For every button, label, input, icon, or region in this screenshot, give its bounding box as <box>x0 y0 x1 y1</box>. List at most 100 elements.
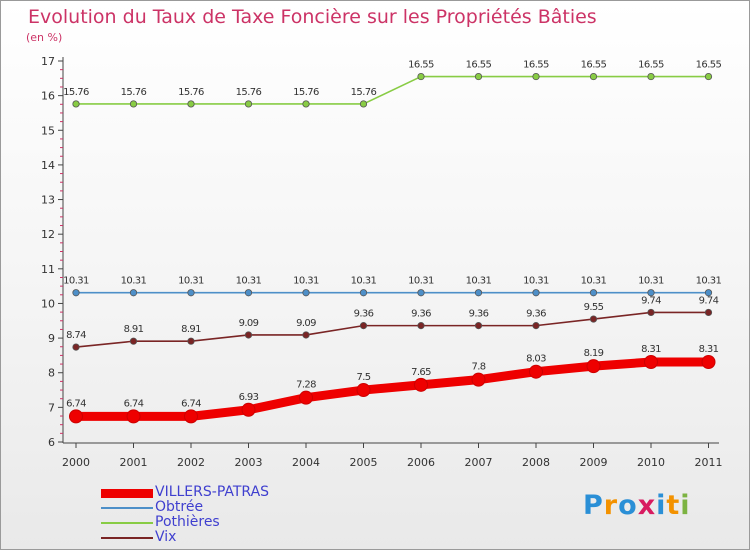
data-point <box>701 354 716 369</box>
data-label: 8.91 <box>181 324 201 335</box>
data-label: 10.31 <box>466 276 492 287</box>
data-label: 15.76 <box>236 87 262 98</box>
data-point <box>302 100 310 108</box>
data-label: 15.76 <box>351 87 377 98</box>
data-label: 9.74 <box>641 295 661 306</box>
data-label: 8.19 <box>584 348 604 359</box>
data-label: 9.55 <box>584 302 604 313</box>
data-point <box>417 289 425 297</box>
data-label: 9.36 <box>354 309 374 320</box>
data-label: 10.31 <box>121 276 147 287</box>
legend-swatch <box>101 488 153 498</box>
data-point <box>417 322 425 330</box>
data-point <box>532 322 540 330</box>
data-label: 9.36 <box>411 309 431 320</box>
x-tick-label: 2007 <box>465 456 493 469</box>
data-point <box>244 100 253 108</box>
data-point <box>474 72 483 81</box>
y-tick-label: 8 <box>48 367 55 380</box>
series-vix: 8.74 8.91 8.91 9.09 9.09 9.36 9.36 9.36 9.36 9.55… <box>66 295 719 351</box>
data-label: 8.31 <box>699 344 719 355</box>
data-label: 9.36 <box>526 309 546 320</box>
data-point <box>359 289 368 297</box>
data-point <box>302 331 310 339</box>
data-label: 6.74 <box>124 398 144 409</box>
data-label: 10.31 <box>63 276 89 287</box>
x-tick-label: 2001 <box>120 456 148 469</box>
data-label: 10.31 <box>523 276 549 287</box>
data-label: 10.31 <box>638 276 664 287</box>
data-label: 16.55 <box>638 60 664 71</box>
x-tick-label: 2000 <box>62 456 90 469</box>
legend-label: Vix <box>155 529 177 545</box>
x-tick-label: 2003 <box>235 456 263 469</box>
data-label: 16.55 <box>523 60 549 71</box>
data-label: 10.31 <box>581 276 607 287</box>
data-point <box>126 409 141 424</box>
data-point <box>72 289 80 297</box>
data-label: 6.93 <box>239 392 259 403</box>
data-label: 10.31 <box>178 276 204 287</box>
data-point <box>474 289 483 297</box>
logo-letter: i <box>656 490 667 521</box>
data-label: 16.55 <box>466 60 492 71</box>
data-point <box>356 383 371 398</box>
data-point <box>471 372 486 387</box>
data-point <box>299 390 313 405</box>
y-tick-label: 6 <box>48 436 55 449</box>
series-line <box>75 75 710 105</box>
data-label: 15.76 <box>63 87 89 98</box>
y-tick-label: 11 <box>41 263 55 276</box>
data-point <box>589 315 598 323</box>
logo-letter: i <box>680 490 691 521</box>
logo-letter: P <box>583 490 604 521</box>
data-point <box>474 322 483 330</box>
data-label: 10.31 <box>351 276 377 287</box>
data-label: 9.36 <box>469 309 489 320</box>
legend-label: Pothières <box>155 514 220 530</box>
data-point <box>417 72 425 81</box>
x-tick-label: 2010 <box>637 456 665 469</box>
data-label: 16.55 <box>581 60 607 71</box>
data-point <box>69 409 83 424</box>
logo-letter: x <box>637 490 657 521</box>
data-label: 7.65 <box>411 367 431 378</box>
data-point <box>241 402 256 417</box>
data-point <box>129 100 138 108</box>
x-tick-label: 2004 <box>292 456 320 469</box>
data-label: 8.31 <box>641 344 661 355</box>
data-label: 6.74 <box>66 398 86 409</box>
data-label: 8.03 <box>526 354 546 365</box>
data-label: 7.28 <box>296 380 316 391</box>
data-label: 9.09 <box>296 318 316 329</box>
data-point <box>187 337 195 345</box>
series-line <box>71 357 713 421</box>
data-label: 16.55 <box>408 60 434 71</box>
logo-letter: o <box>618 490 638 521</box>
series-villers-patras: 6.74 6.74 6.74 6.93 7.28 7.5 7.65 7.8 8.03 8.19 8.… <box>66 344 719 424</box>
data-label: 10.31 <box>293 276 319 287</box>
data-label: 6.74 <box>181 398 201 409</box>
data-label: 9.74 <box>699 295 719 306</box>
y-tick-label: 13 <box>41 194 55 207</box>
data-point <box>359 322 368 330</box>
y-tick-label: 12 <box>41 228 55 241</box>
data-point <box>187 289 195 297</box>
proxiti-logo: Proxiti <box>583 490 691 521</box>
data-label: 15.76 <box>293 87 319 98</box>
data-label: 8.74 <box>66 330 86 341</box>
data-point <box>589 72 598 81</box>
data-point <box>414 377 428 392</box>
legend-swatch <box>101 507 153 509</box>
data-point <box>72 343 80 351</box>
data-point <box>647 72 655 81</box>
data-point <box>184 409 198 424</box>
x-tick-label: 2008 <box>522 456 550 469</box>
chart-title: Evolution du Taux de Taxe Foncière sur l… <box>28 6 597 28</box>
legend-swatch <box>101 522 153 524</box>
data-point <box>586 359 601 374</box>
legend-label: Obtrée <box>155 499 204 515</box>
legend-label: VILLERS-PATRAS <box>155 484 270 500</box>
data-point <box>589 289 598 297</box>
